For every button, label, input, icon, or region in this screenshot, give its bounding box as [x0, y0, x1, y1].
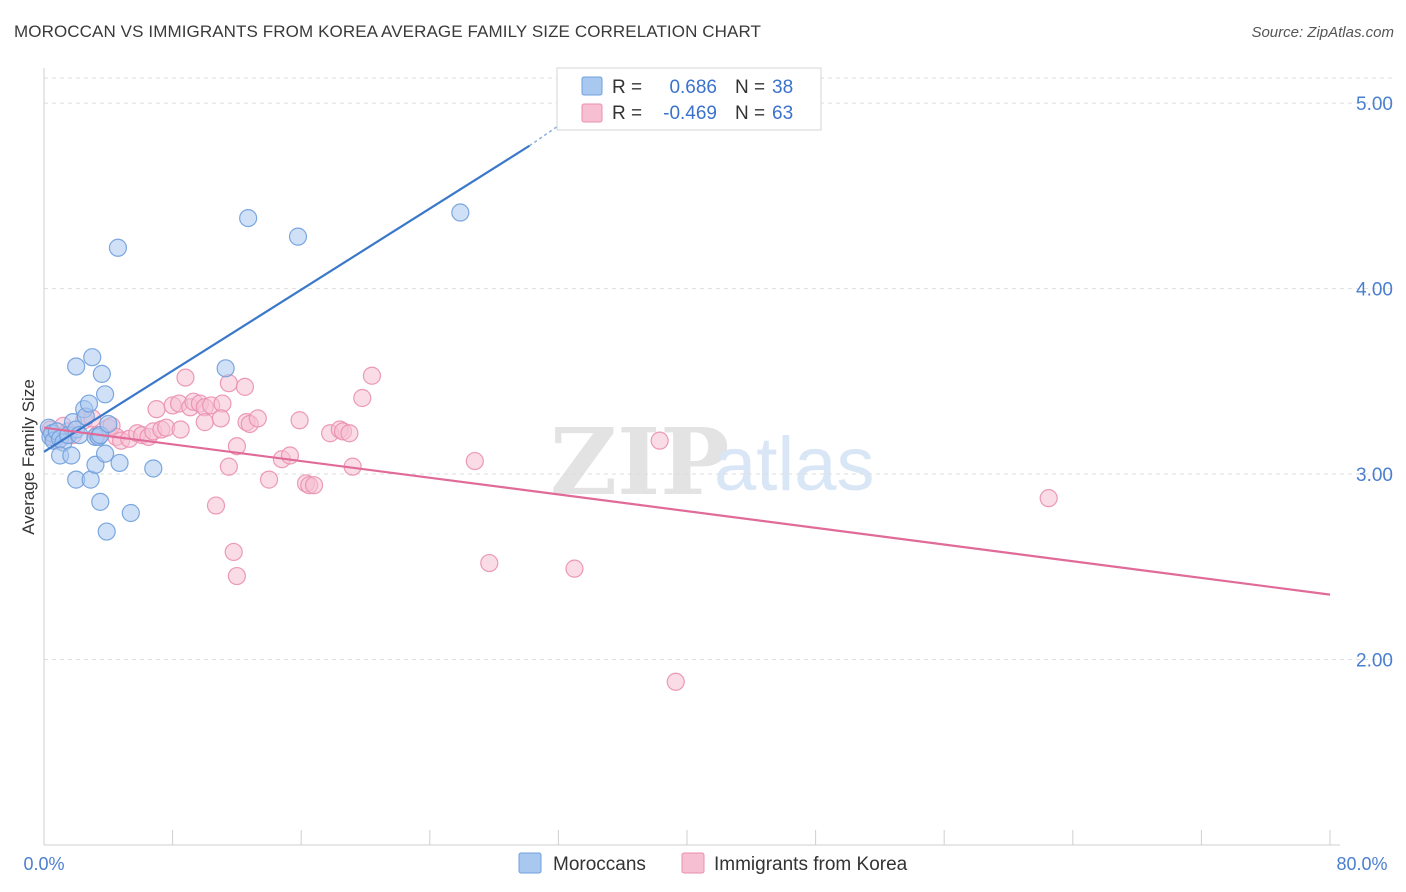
watermark-atlas: atlas — [714, 422, 875, 507]
korea-point-42 — [304, 476, 324, 495]
korea-point-36 — [259, 470, 279, 489]
bottom-legend-label-korea: Immigrants from Korea — [714, 854, 908, 875]
bottom-legend-swatch-korea — [681, 852, 705, 874]
korea-point-48 — [353, 388, 372, 408]
legend-r-label-moroccans: R = — [612, 77, 642, 98]
korea-point-59 — [565, 559, 584, 578]
x-axis-ticks — [43, 830, 1331, 845]
korea-point-52 — [211, 409, 230, 428]
korea-point-35 — [248, 409, 267, 428]
legend-n-value-korea: 63 — [772, 103, 793, 124]
korea-point-51 — [195, 413, 214, 432]
legend-n-label-moroccans: N = — [735, 77, 765, 98]
korea-point-32 — [235, 377, 255, 396]
chart-title: MOROCCAN VS IMMIGRANTS FROM KOREA AVERAG… — [14, 22, 762, 41]
korea-point-50 — [171, 420, 190, 439]
korea-point-39 — [290, 411, 309, 430]
moroccan-point-28 — [99, 414, 118, 434]
korea-point-30 — [219, 374, 238, 393]
korea-point-54 — [206, 496, 226, 515]
moroccan-point-34 — [216, 359, 235, 378]
y-axis-label: Average Family Size — [19, 379, 38, 535]
korea-point-57 — [465, 451, 484, 471]
bottom-legend-swatch-moroccans — [518, 852, 542, 874]
moroccan-point-14 — [83, 348, 102, 367]
moroccan-point-33 — [108, 238, 128, 257]
korea-point-55 — [224, 542, 243, 562]
y-tick-label-2: 4.00 — [1356, 280, 1393, 301]
legend-r-value-korea: -0.469 — [663, 103, 717, 124]
watermark-zip: ZIP — [550, 408, 729, 516]
trend-lines — [43, 111, 1331, 596]
moroccan-trend-line — [43, 144, 531, 453]
moroccan-point-18 — [92, 364, 111, 383]
y-axis-tick-labels: 2.00 3.00 4.00 5.00 — [1356, 94, 1393, 671]
correlation-legend: R = 0.686 N = 38 R = -0.469 N = 63 — [556, 67, 822, 131]
x-tick-label-max: 80.0% — [1336, 854, 1387, 874]
legend-r-label-korea: R = — [612, 103, 642, 124]
korea-point-46 — [340, 424, 359, 443]
moroccan-point-25 — [91, 492, 110, 511]
korea-point-49 — [362, 366, 382, 385]
y-tick-label-3: 5.00 — [1356, 94, 1393, 115]
moroccan-point-27 — [95, 444, 115, 463]
moroccan-point-22 — [67, 357, 86, 376]
legend-n-value-moroccans: 38 — [772, 77, 793, 98]
korea-trend-line — [43, 426, 1331, 596]
moroccan-point-31 — [121, 503, 140, 523]
y-tick-label-0: 2.00 — [1356, 651, 1393, 672]
moroccan-point-37 — [451, 203, 470, 222]
korea-point-58 — [480, 553, 499, 573]
korea-point-53 — [219, 457, 238, 476]
moroccan-point-21 — [62, 446, 81, 465]
korea-point-23 — [176, 368, 195, 387]
legend-swatch-korea — [581, 103, 603, 123]
series-legend: Moroccans Immigrants from Korea — [518, 852, 908, 875]
moroccan-point-35 — [239, 208, 258, 228]
source-credit: Source: ZipAtlas.com — [1251, 24, 1394, 41]
korea-point-62 — [1039, 489, 1058, 508]
korea-point-60 — [650, 431, 669, 450]
korea-point-61 — [666, 672, 685, 691]
moroccan-point-36 — [288, 227, 308, 246]
moroccan-point-19 — [95, 385, 115, 404]
moroccan-point-13 — [79, 394, 99, 413]
legend-n-label-korea: N = — [735, 103, 765, 124]
korea-point-56 — [227, 566, 246, 586]
korea-point-18 — [147, 400, 166, 419]
moroccan-points — [39, 203, 470, 541]
x-tick-label-min: 0.0% — [23, 854, 64, 874]
moroccan-point-32 — [144, 459, 163, 478]
moroccan-point-29 — [97, 522, 116, 541]
y-tick-label-1: 3.00 — [1356, 465, 1393, 486]
moroccan-point-30 — [110, 453, 129, 473]
bottom-legend-label-moroccans: Moroccans — [553, 854, 646, 875]
legend-swatch-moroccans — [581, 76, 603, 96]
gridlines — [44, 77, 1392, 661]
korea-point-31 — [227, 437, 246, 456]
legend-r-value-moroccans: 0.686 — [669, 77, 717, 98]
